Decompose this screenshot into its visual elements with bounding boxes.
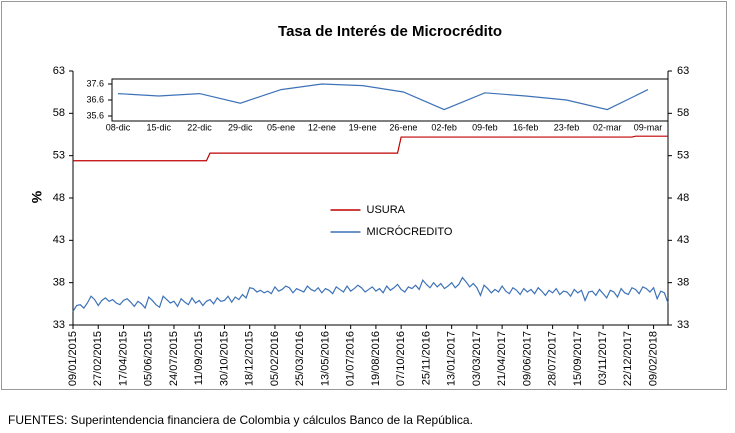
x-tick-label: 25/11/2016 (420, 331, 432, 385)
x-tick-label: 22/12/2017 (622, 331, 634, 386)
legend-label: USURA (367, 204, 406, 216)
x-tick-label: 24/07/2015 (168, 331, 180, 386)
y2-tick-label: 48 (677, 192, 689, 204)
y-tick-label: 48 (53, 192, 65, 204)
y-tick-label: 63 (53, 65, 65, 77)
y2-tick-label: 53 (677, 150, 689, 162)
frame (1, 1, 727, 390)
x-tick-label: 03/11/2017 (597, 331, 609, 385)
x-tick-label: 17/04/2015 (117, 331, 129, 386)
x-tick-label: 19-ene (349, 122, 377, 132)
x-tick-label: 09/01/2015 (67, 331, 79, 386)
chart-title: Tasa de Interés de Microcrédito (278, 23, 502, 40)
series-line (117, 83, 649, 111)
y2-tick-label: 43 (677, 234, 689, 246)
x-tick-label: 09/02/2018 (647, 331, 659, 386)
inset-frame (111, 78, 669, 122)
x-tick-label: 13/05/2016 (319, 331, 331, 386)
x-tick-label: 30/10/2015 (218, 331, 230, 386)
x-tick-label: 23-feb (554, 122, 580, 132)
series-line (72, 276, 669, 312)
x-tick-label: 22-dic (187, 122, 212, 132)
x-tick-label: 19/08/2016 (370, 331, 382, 386)
y-tick-label: 33 (53, 319, 65, 331)
x-tick-label: 09-mar (634, 122, 663, 132)
x-tick-label: 02-mar (593, 122, 622, 132)
x-tick-label: 11/09/2015 (193, 331, 205, 385)
y2-tick-label: 33 (677, 319, 689, 331)
x-tick-label: 26-ene (389, 122, 417, 132)
x-tick-label: 12-ene (308, 122, 336, 132)
y2-tick-label: 38 (677, 277, 689, 289)
x-tick-label: 02-feb (431, 122, 457, 132)
y2-tick-label: 63 (677, 65, 689, 77)
x-tick-label: 15/09/2017 (572, 331, 584, 386)
x-tick-label: 09-feb (472, 122, 498, 132)
x-tick-label: 05/02/2016 (269, 331, 281, 386)
x-tick-label: 08-dic (106, 122, 131, 132)
x-tick-label: 09/06/2017 (521, 331, 533, 386)
x-tick-label: 21/04/2017 (496, 331, 508, 386)
x-tick-label: 01/07/2016 (345, 331, 357, 386)
x-tick-label: 16-feb (513, 122, 539, 132)
y-tick-label: 53 (53, 150, 65, 162)
x-tick-label: 03/03/2017 (471, 331, 483, 386)
x-tick-label: 07/10/2016 (395, 331, 407, 386)
y-tick-label: 35.6 (86, 110, 104, 120)
x-tick-label: 15-dic (147, 122, 172, 132)
y-axis-label: % (29, 190, 45, 203)
x-tick-label: 28/07/2017 (547, 331, 559, 386)
y2-tick-label: 58 (677, 107, 689, 119)
x-tick-label: 27/02/2015 (92, 331, 104, 386)
series-line (73, 135, 668, 162)
legend-label: MICRÓCREDITO (367, 225, 453, 238)
x-tick-label: 05/06/2015 (143, 331, 155, 386)
y-tick-label: 36.6 (86, 94, 104, 104)
y-tick-label: 37.6 (86, 78, 104, 88)
source-note: FUENTES: Superintendencia financiera de … (8, 413, 473, 427)
x-tick-label: 25/03/2016 (294, 331, 306, 386)
x-tick-label: 18/12/2015 (244, 331, 256, 386)
y-tick-label: 43 (53, 234, 65, 246)
x-tick-label: 13/01/2017 (446, 331, 458, 386)
x-tick-label: 29-dic (228, 122, 253, 132)
x-tick-label: 05-ene (267, 122, 295, 132)
y-tick-label: 58 (53, 107, 65, 119)
y-tick-label: 38 (53, 277, 65, 289)
